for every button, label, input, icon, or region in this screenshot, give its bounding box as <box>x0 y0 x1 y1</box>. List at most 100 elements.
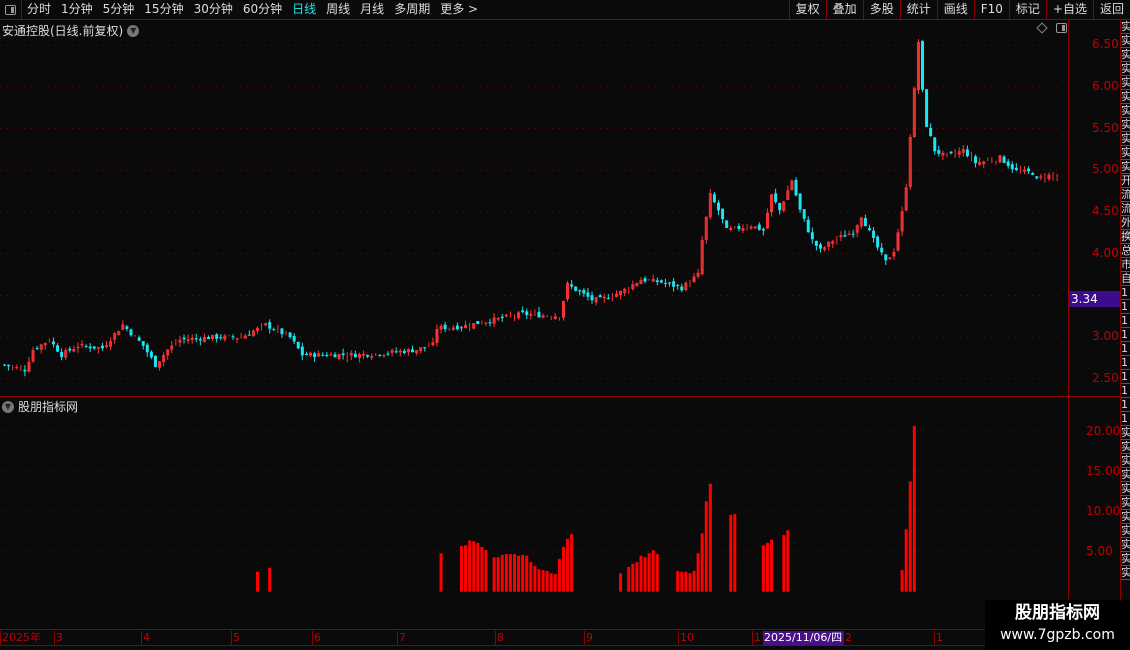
period-tab[interactable]: 月线 <box>360 2 385 16</box>
candle-body <box>415 350 419 354</box>
toolbar-button[interactable]: 多股 <box>862 0 900 19</box>
candle-body <box>333 354 337 358</box>
candle-body <box>937 149 941 154</box>
candle-body <box>668 282 672 284</box>
toolbar-button[interactable]: +自选 <box>1045 0 1093 19</box>
candle-body <box>357 354 361 358</box>
price-chart[interactable] <box>0 0 1068 629</box>
candle-body <box>778 203 782 211</box>
candle-body <box>264 323 268 326</box>
candle-body <box>492 317 496 324</box>
period-tab[interactable]: 多周期 <box>394 2 431 16</box>
candle-body <box>100 345 104 349</box>
candle-body <box>1023 169 1026 172</box>
candle-body <box>961 149 965 153</box>
period-tab[interactable]: 60分钟 <box>242 2 283 16</box>
candle-body <box>974 156 978 164</box>
period-tab[interactable]: 15分钟 <box>144 2 184 16</box>
indicator-bar <box>733 514 737 592</box>
candle-body <box>753 226 757 229</box>
indicator-bar <box>255 571 259 592</box>
toolbar-button[interactable]: 返回 <box>1092 0 1130 19</box>
time-tick-label: 5 <box>231 631 240 645</box>
candle-body <box>504 314 508 317</box>
candle-body <box>207 336 210 340</box>
candle-body <box>1010 164 1014 170</box>
candle-body <box>60 351 64 358</box>
candle-body <box>1027 168 1031 172</box>
indicator-bar <box>631 563 635 592</box>
candle-body <box>655 280 659 283</box>
side-strip-cell: 实 <box>1121 440 1130 454</box>
candle-body <box>717 202 720 211</box>
candle-body <box>782 201 786 211</box>
candle-body <box>92 346 96 349</box>
side-strip-cell: 实 <box>1121 552 1130 566</box>
toolbar-button[interactable]: 复权 <box>788 0 826 19</box>
toolbar-button[interactable]: F10 <box>973 0 1009 19</box>
candle-body <box>121 324 125 330</box>
layout-toggle-button[interactable] <box>0 0 22 19</box>
indicator-bar <box>782 534 786 592</box>
chevron-down-icon[interactable]: ▼ <box>2 400 14 413</box>
candle-body <box>411 349 414 353</box>
period-tab[interactable]: 1分钟 <box>61 2 93 16</box>
candle-body <box>819 244 822 249</box>
candle-body <box>455 325 459 330</box>
panel-separator[interactable] <box>0 396 1120 397</box>
candle-body <box>3 364 6 366</box>
candle-body <box>476 321 480 325</box>
side-strip-cell: 实 <box>1121 510 1130 524</box>
candle-body <box>704 216 708 240</box>
candle-body <box>635 283 639 286</box>
candle-body <box>659 280 663 283</box>
candle-body <box>765 212 769 229</box>
toolbar-button[interactable]: 画线 <box>936 0 974 19</box>
candle-body <box>296 341 300 349</box>
toolbar-button[interactable]: 叠加 <box>825 0 863 19</box>
period-tab[interactable]: 更多 > <box>440 2 479 16</box>
candle-body <box>692 276 696 283</box>
indicator-bar <box>680 571 684 592</box>
indicator-bar <box>521 554 525 592</box>
candle-body <box>814 241 818 246</box>
period-tab[interactable]: 周线 <box>326 2 351 16</box>
candle-body <box>700 240 704 275</box>
indicator-bar <box>643 557 647 592</box>
period-tab[interactable]: 日线 <box>292 2 317 16</box>
candle-body <box>178 339 182 343</box>
candle-body <box>982 161 986 165</box>
candle-body <box>117 331 121 336</box>
candle-body <box>386 353 390 355</box>
period-tab[interactable]: 分时 <box>27 2 52 16</box>
candle-body <box>309 352 312 356</box>
indicator-bar <box>504 554 508 592</box>
candle-body <box>186 339 190 341</box>
indicator-bar <box>525 555 529 592</box>
candle-body <box>51 341 55 345</box>
candle-body <box>419 347 423 352</box>
period-tab[interactable]: 30分钟 <box>193 2 233 16</box>
candle-body <box>680 286 684 291</box>
chevron-down-icon[interactable]: ▼ <box>127 24 140 37</box>
indicator-tick-label: 15.00 <box>1086 463 1121 478</box>
indicator-bar <box>268 567 272 592</box>
indicator-bar <box>508 554 512 592</box>
time-tick-label: 2025年 <box>0 631 41 645</box>
watermark-logo: 股朋指标网 www.7gpzb.com <box>985 600 1130 650</box>
toolbar-button[interactable]: 标记 <box>1008 0 1046 19</box>
period-tab[interactable]: 5分钟 <box>102 2 135 16</box>
candle-body <box>941 152 945 156</box>
time-tick-label: 6 <box>312 631 321 645</box>
candle-body <box>223 335 227 340</box>
indicator-bar <box>912 426 916 592</box>
indicator-bar <box>692 570 696 592</box>
candle-body <box>582 289 586 294</box>
candle-body <box>553 316 557 319</box>
toolbar-button[interactable]: 统计 <box>899 0 937 19</box>
side-info-strip[interactable]: 实实实实实实实实实实实开流流外换总市自1111111111实实实实实实实实实实实 <box>1121 20 1130 629</box>
candle-body <box>574 286 578 291</box>
panel-toggle-icon[interactable] <box>1056 23 1067 33</box>
candle-body <box>578 290 582 292</box>
candle-body <box>843 235 847 237</box>
